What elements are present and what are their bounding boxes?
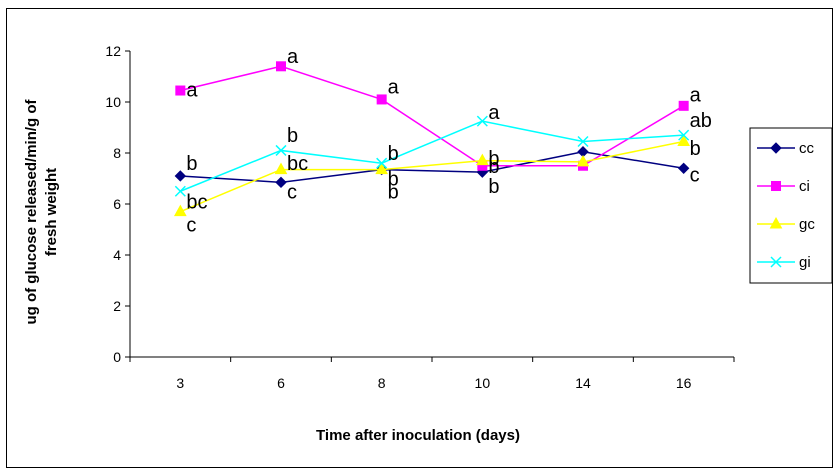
legend-label-gi: gi — [799, 254, 811, 271]
legend-label-cc: cc — [799, 140, 815, 157]
significance-label: b — [388, 143, 399, 165]
data-point-ci — [276, 61, 286, 72]
significance-label: b — [488, 176, 499, 198]
x-tick-label: 16 — [676, 375, 692, 391]
x-axis-title: Time after inoculation (days) — [316, 427, 520, 444]
legend-marker-gi — [770, 256, 782, 268]
significance-label: a — [690, 84, 702, 106]
legend-marker-gc — [769, 216, 783, 229]
significance-label: b — [690, 138, 701, 160]
legend-label-ci: ci — [799, 178, 810, 195]
significance-label: c — [287, 181, 297, 203]
data-point-gi — [678, 129, 690, 141]
significance-label: b — [488, 148, 499, 170]
y-tick-label: 4 — [113, 247, 121, 263]
data-point-ci — [376, 94, 387, 105]
significance-label: a — [388, 77, 400, 99]
data-point-gi — [174, 185, 186, 197]
data-point-cc — [174, 170, 187, 182]
data-point-gi — [376, 157, 388, 169]
data-point-cc — [677, 162, 690, 175]
data-point-gc — [375, 162, 389, 175]
x-tick-label: 10 — [475, 375, 491, 391]
significance-label: b — [287, 125, 298, 147]
data-point-cc — [275, 176, 287, 189]
series-line-gi — [180, 120, 684, 192]
legend-marker-ci — [771, 181, 781, 191]
significance-label: c — [186, 214, 196, 236]
data-point-gi — [476, 115, 488, 127]
legend-box — [749, 127, 833, 284]
data-point-gc — [576, 154, 590, 167]
chart-frame — [6, 8, 833, 468]
y-tick-label: 12 — [105, 43, 121, 59]
y-tick-label: 0 — [113, 349, 121, 365]
y-axis-title-line-1: ug of glucose released/min/g of — [23, 98, 40, 324]
legend-marker-cc — [770, 142, 782, 154]
significance-label: b — [388, 181, 399, 203]
significance-label: b — [488, 156, 499, 178]
data-point-gc — [677, 134, 691, 147]
y-tick-label: 6 — [113, 196, 121, 212]
significance-label: b — [388, 169, 399, 191]
x-tick-label: 8 — [378, 375, 386, 391]
y-axis-title-line-2: fresh weight — [43, 168, 60, 256]
data-point-gc — [173, 204, 187, 217]
y-tick-label: 2 — [113, 298, 121, 314]
data-point-gc — [274, 162, 288, 175]
series-line-gc — [180, 140, 684, 213]
series-line-ci — [180, 65, 685, 167]
significance-label: ab — [690, 110, 712, 132]
significance-label: c — [690, 165, 700, 187]
data-point-gi — [275, 144, 287, 156]
data-point-gc — [475, 153, 489, 166]
data-point-gi — [577, 135, 589, 148]
x-tick-label: 6 — [277, 375, 285, 391]
data-point-ci — [678, 100, 689, 111]
y-tick-label: 10 — [105, 94, 121, 110]
significance-label: bc — [186, 191, 207, 213]
significance-label: a — [287, 46, 299, 68]
x-tick-label: 14 — [575, 375, 591, 391]
data-point-ci — [175, 85, 186, 96]
significance-label: b — [186, 153, 197, 175]
series-line-cc — [180, 150, 684, 184]
significance-label: a — [186, 79, 198, 101]
legend-label-gc: gc — [799, 216, 815, 233]
y-tick-label: 8 — [113, 145, 121, 161]
x-tick-label: 3 — [176, 375, 184, 391]
legend: cc ci gc gi — [749, 127, 833, 284]
significance-label: bc — [287, 153, 308, 175]
significance-label: a — [488, 102, 500, 124]
